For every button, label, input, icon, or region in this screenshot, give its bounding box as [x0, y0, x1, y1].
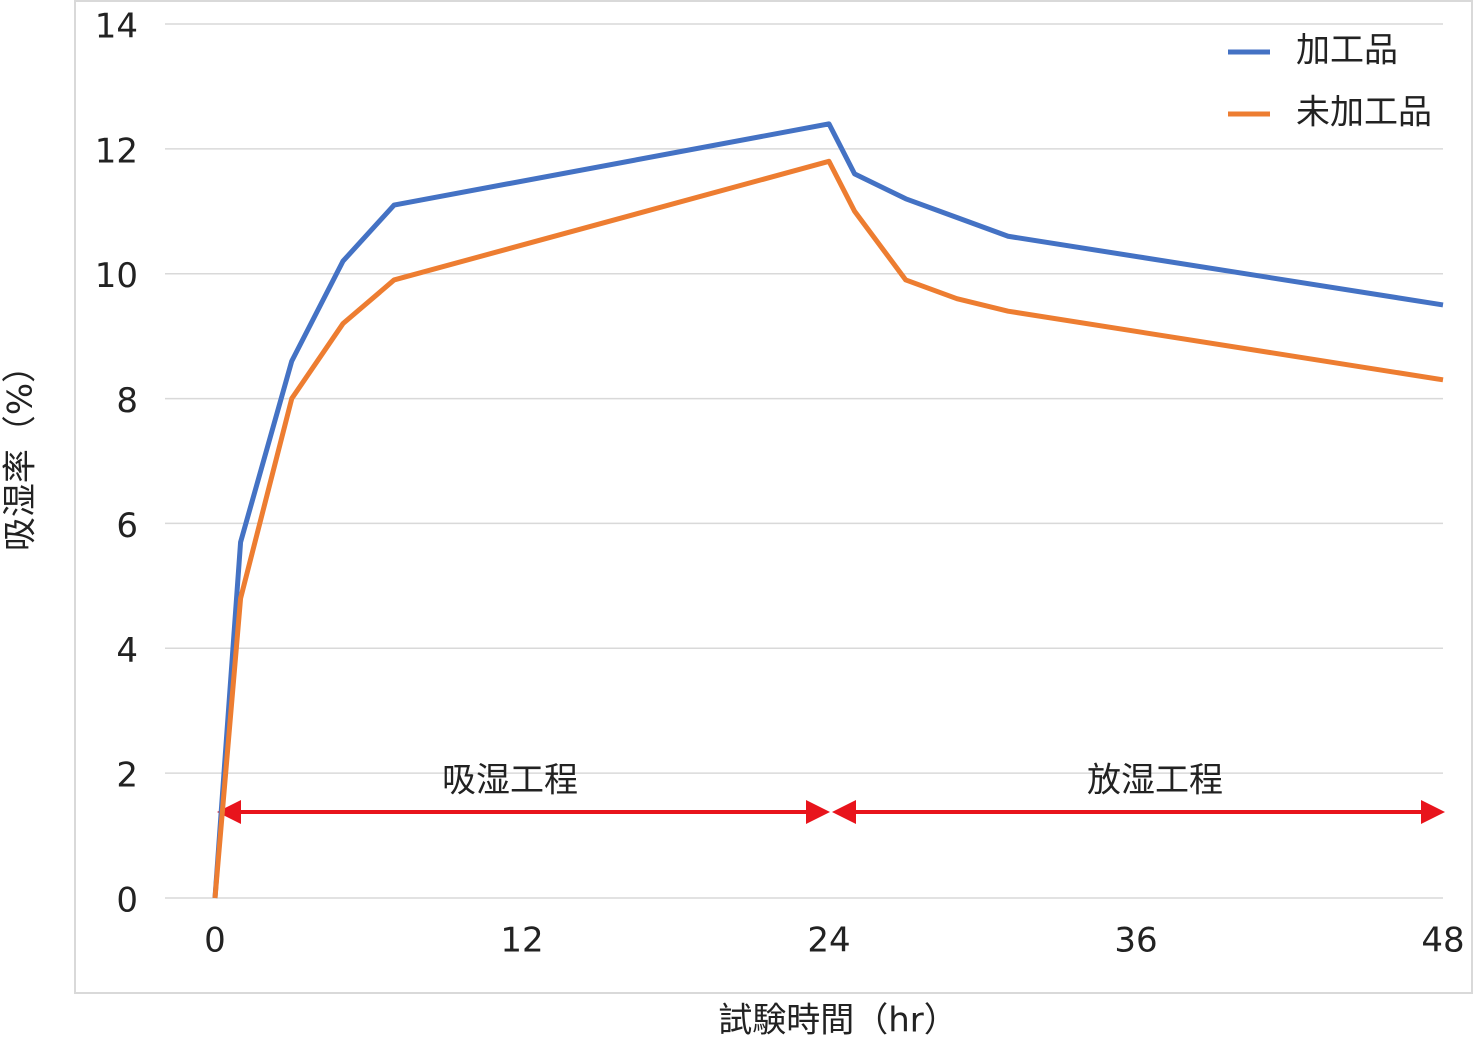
chart-frame [74, 0, 1473, 994]
annotation: 放湿工程 [1087, 761, 1223, 801]
y-tick-label: 6 [116, 506, 138, 546]
phase-arrows [217, 800, 1445, 824]
series-line [212, 158, 1444, 899]
series-line [212, 121, 1444, 899]
y-tick-label: 4 [116, 631, 138, 671]
legend-label: 未加工品 [1296, 93, 1432, 133]
x-axis-label: 試験時間（hr） [718, 1001, 958, 1041]
x-tick-label: 0 [204, 921, 226, 961]
y-tick-label: 2 [116, 756, 138, 796]
x-tick-label: 12 [500, 921, 543, 961]
y-tick-label: 0 [116, 881, 138, 921]
x-tick-label: 24 [807, 921, 850, 961]
y-tick-label: 10 [95, 256, 138, 296]
legend-label: 加工品 [1296, 31, 1398, 71]
annotation: 吸湿工程 [442, 761, 578, 801]
x-tick-label: 36 [1114, 921, 1157, 961]
y-tick-label: 8 [116, 381, 138, 421]
y-tick-label: 12 [95, 131, 138, 171]
y-tick-label: 14 [95, 7, 138, 47]
x-tick-label: 48 [1421, 921, 1464, 961]
y-axis-label: 吸湿率（%） [1, 349, 41, 551]
